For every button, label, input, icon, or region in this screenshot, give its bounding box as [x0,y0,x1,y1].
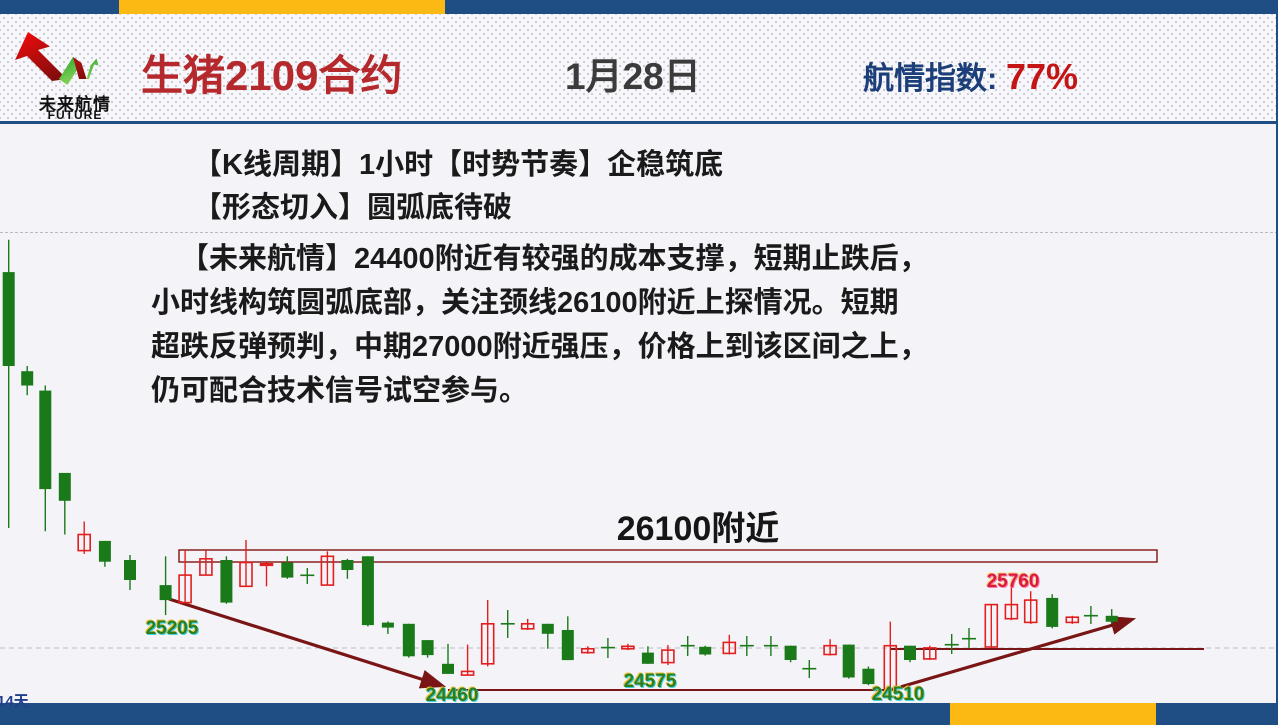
svg-text:25760: 25760 [987,571,1040,592]
svg-text:24575: 24575 [624,671,677,692]
svg-text:24460: 24460 [426,685,479,706]
svg-text:26100附近: 26100附近 [617,510,780,548]
svg-text:25205: 25205 [146,618,199,639]
svg-text:24510: 24510 [872,684,925,705]
